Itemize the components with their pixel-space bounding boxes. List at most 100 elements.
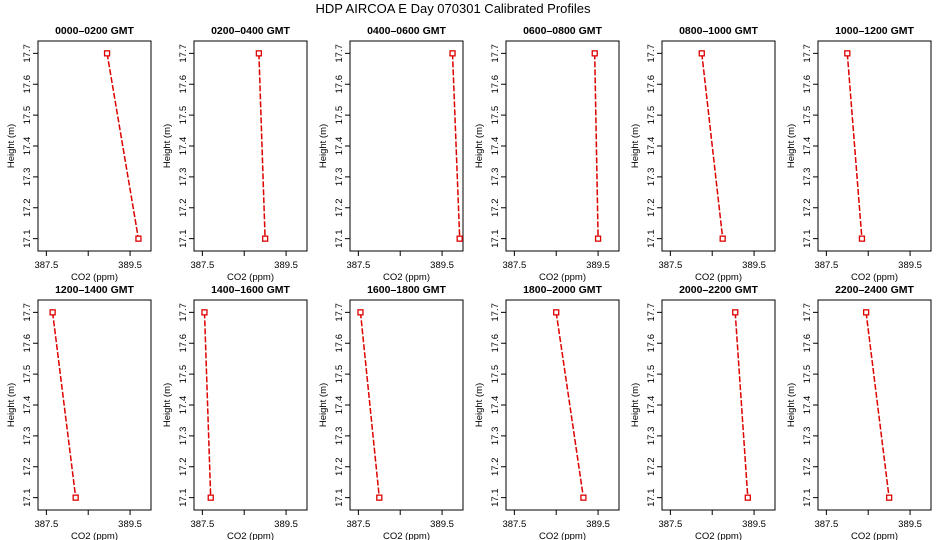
y-axis-label: Height (m) (786, 124, 797, 168)
y-tick-label: 17.5 (646, 106, 657, 125)
y-tick-label: 17.2 (22, 199, 33, 218)
y-tick-label: 17.5 (178, 365, 189, 384)
data-point (553, 309, 560, 316)
data-point (201, 309, 208, 316)
y-tick-label: 17.7 (334, 303, 345, 322)
series-line (451, 53, 461, 239)
y-tick-label: 17.7 (178, 303, 189, 322)
data-point (207, 494, 214, 501)
x-axis-label: CO2 (ppm) (695, 531, 742, 540)
x-tick-label: 387.5 (34, 260, 58, 271)
x-tick-label: 387.5 (502, 519, 526, 530)
x-tick-label: 389.5 (118, 260, 142, 271)
plot-frame (349, 299, 464, 511)
figure-title: HDP AIRCOA E Day 070301 Calibrated Profi… (315, 1, 591, 16)
y-tick-label: 17.1 (334, 488, 345, 507)
series-line (865, 312, 890, 498)
data-point (357, 309, 364, 316)
y-tick-label: 17.7 (802, 303, 813, 322)
x-tick-label: 389.5 (742, 519, 766, 530)
y-tick-label: 17.4 (646, 137, 657, 156)
data-point (698, 50, 705, 57)
y-tick-label: 17.4 (178, 396, 189, 415)
y-tick-label: 17.3 (646, 168, 657, 187)
data-point (862, 309, 870, 316)
y-axis-label: Height (m) (318, 124, 329, 168)
data-point (580, 494, 587, 501)
x-tick-label: 387.5 (502, 260, 526, 271)
y-axis-label: Height (m) (6, 383, 17, 427)
y-tick-label: 17.4 (802, 137, 813, 156)
x-tick-label: 387.5 (190, 519, 214, 530)
series-line (701, 53, 724, 239)
x-tick-label: 389.5 (586, 260, 610, 271)
y-tick-label: 17.3 (802, 168, 813, 187)
x-tick-label: 387.5 (190, 260, 214, 271)
x-axis-label: CO2 (ppm) (227, 272, 274, 283)
y-tick-label: 17.3 (490, 168, 501, 187)
x-axis-label: CO2 (ppm) (383, 272, 430, 283)
data-point (594, 235, 602, 242)
series-line (203, 312, 212, 498)
y-tick-label: 17.6 (334, 75, 345, 94)
y-tick-label: 17.2 (178, 458, 189, 477)
series-line (258, 53, 266, 239)
panel-title: 0400–0600 GMT (367, 25, 446, 37)
y-axis-label: Height (m) (630, 124, 641, 168)
series-line (555, 312, 585, 498)
data-point (732, 309, 739, 316)
y-tick-label: 17.7 (646, 44, 657, 63)
y-tick-label: 17.6 (646, 334, 657, 353)
series-line (734, 312, 749, 498)
y-tick-label: 17.4 (22, 396, 33, 415)
series-line (593, 53, 599, 239)
y-tick-label: 17.3 (334, 427, 345, 446)
y-tick-label: 17.2 (802, 199, 813, 218)
y-tick-label: 17.3 (22, 427, 33, 446)
series-line (106, 53, 140, 239)
y-tick-label: 17.7 (178, 44, 189, 63)
y-tick-label: 17.5 (490, 106, 501, 125)
y-tick-label: 17.5 (490, 365, 501, 384)
x-axis-label: CO2 (ppm) (539, 272, 586, 283)
y-tick-label: 17.4 (334, 396, 345, 415)
data-point (591, 50, 598, 57)
data-point (376, 494, 383, 501)
x-tick-label: 389.5 (274, 260, 298, 271)
y-tick-label: 17.2 (334, 199, 345, 218)
y-tick-label: 17.7 (22, 303, 33, 322)
panel-title: 1000–1200 GMT (835, 25, 914, 37)
plot-frame (661, 40, 776, 252)
y-tick-label: 17.2 (646, 458, 657, 477)
y-tick-label: 17.1 (22, 229, 33, 248)
y-tick-label: 17.7 (490, 44, 501, 63)
y-tick-label: 17.6 (490, 75, 501, 94)
y-tick-label: 17.3 (802, 427, 813, 446)
panel-title: 1800–2000 GMT (523, 284, 602, 296)
x-tick-label: 389.5 (274, 519, 298, 530)
plot-frame (817, 299, 932, 511)
data-point (456, 235, 463, 242)
y-tick-label: 17.7 (646, 303, 657, 322)
data-point (261, 235, 269, 242)
plot-frame (505, 299, 620, 511)
x-axis-label: CO2 (ppm) (695, 272, 742, 283)
y-tick-label: 17.6 (22, 75, 33, 94)
series-line (51, 312, 77, 498)
x-axis-label: CO2 (ppm) (227, 531, 274, 540)
y-tick-label: 17.6 (334, 334, 345, 353)
y-tick-label: 17.5 (802, 106, 813, 125)
x-tick-label: 387.5 (658, 260, 682, 271)
y-tick-label: 17.5 (22, 106, 33, 125)
y-tick-label: 17.5 (646, 365, 657, 384)
y-axis-label: Height (m) (474, 124, 485, 168)
